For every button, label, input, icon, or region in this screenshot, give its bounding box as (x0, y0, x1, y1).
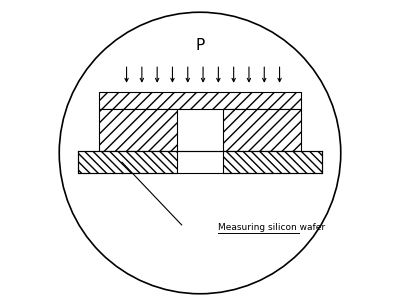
Bar (99, 92, 301, 109)
Bar (223, 109, 301, 151)
Text: Measuring silicon wafer: Measuring silicon wafer (218, 223, 326, 233)
Bar (78, 151, 177, 173)
Bar (99, 109, 177, 151)
Bar (223, 151, 322, 173)
Text: P: P (195, 38, 205, 54)
